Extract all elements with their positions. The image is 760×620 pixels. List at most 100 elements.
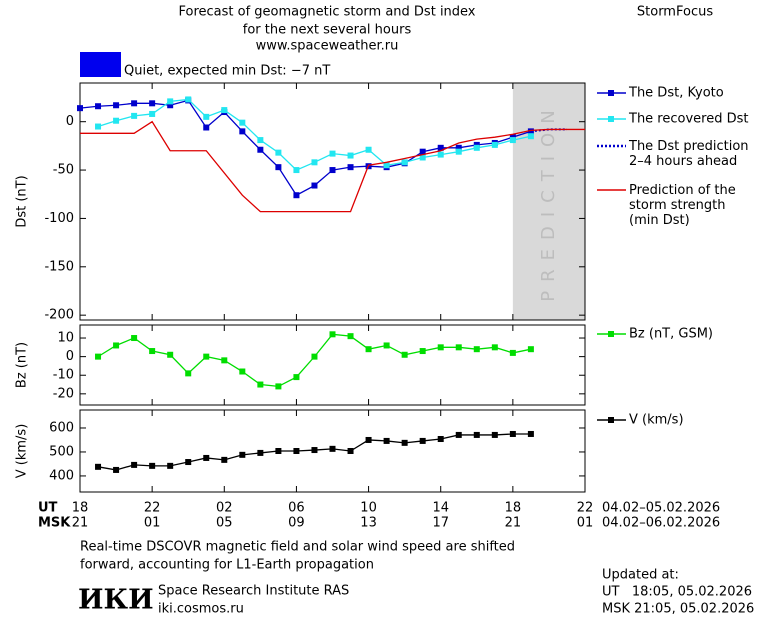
series-marker bbox=[491, 141, 498, 148]
series-marker bbox=[365, 146, 372, 153]
series-marker bbox=[167, 351, 174, 358]
series-marker bbox=[365, 346, 372, 353]
note: Real-time DSCOVR magnetic field and sola… bbox=[80, 540, 515, 555]
legend-marker bbox=[608, 417, 614, 423]
series-marker bbox=[473, 144, 480, 151]
series-marker bbox=[95, 103, 102, 110]
series-line bbox=[97, 333, 532, 388]
legend-label: The Dst prediction 2–4 hours ahead bbox=[628, 139, 749, 169]
updated: MSK 21:05, 05.02.2026 bbox=[602, 602, 754, 617]
series-marker bbox=[257, 137, 264, 144]
series-marker bbox=[437, 144, 444, 151]
series-marker bbox=[383, 342, 390, 349]
series-marker bbox=[329, 150, 336, 157]
series-marker bbox=[221, 107, 228, 114]
series-marker bbox=[347, 152, 354, 159]
y-axis-label: Dst (nT) bbox=[15, 175, 30, 227]
series-marker bbox=[419, 437, 426, 444]
y-tick-label: 500 bbox=[49, 444, 74, 459]
y-tick-label: 0 bbox=[66, 114, 74, 129]
x2-tick-label: 21 bbox=[72, 516, 89, 531]
series-marker bbox=[401, 439, 408, 446]
series-marker bbox=[257, 449, 264, 456]
series-marker bbox=[113, 102, 120, 109]
series-marker bbox=[257, 381, 264, 388]
legend-label: Prediction of the storm strength (min Dst) bbox=[629, 183, 736, 228]
x-tick-label: 02 bbox=[216, 501, 233, 516]
prediction-label: PREDICTION bbox=[538, 101, 559, 301]
series-marker bbox=[131, 461, 138, 468]
series-marker bbox=[455, 431, 462, 438]
series-marker bbox=[149, 100, 156, 107]
series-marker bbox=[311, 182, 318, 189]
series-marker bbox=[275, 383, 282, 390]
series-marker bbox=[257, 146, 264, 153]
note: forward, accounting for L1-Earth propaga… bbox=[80, 558, 374, 573]
series-marker bbox=[131, 112, 138, 119]
series-marker bbox=[275, 164, 282, 171]
y-tick-label: -50 bbox=[53, 163, 74, 178]
series-marker bbox=[221, 357, 228, 364]
series-marker bbox=[329, 167, 336, 174]
series-marker bbox=[347, 164, 354, 171]
series-marker bbox=[203, 124, 210, 131]
series-marker bbox=[185, 370, 192, 377]
y-tick-label: -10 bbox=[53, 368, 74, 383]
series-marker bbox=[437, 151, 444, 158]
title: Forecast of geomagnetic storm and Dst in… bbox=[178, 5, 475, 20]
y-tick-label: 0 bbox=[66, 349, 74, 364]
series-marker bbox=[455, 144, 462, 151]
prediction-region bbox=[512, 83, 585, 320]
series-marker bbox=[95, 463, 102, 470]
series-marker bbox=[113, 466, 120, 473]
updated: Updated at: bbox=[602, 568, 679, 583]
series-marker bbox=[275, 149, 282, 156]
series-marker bbox=[311, 353, 318, 360]
series-marker bbox=[527, 346, 534, 353]
x2-tick-label: 13 bbox=[360, 516, 377, 531]
series-marker bbox=[149, 110, 156, 117]
series-marker bbox=[347, 448, 354, 454]
series-marker bbox=[113, 117, 120, 124]
status: Quiet, expected min Dst: −7 nT bbox=[124, 64, 330, 79]
x-tick-label: 10 bbox=[360, 501, 377, 516]
x-tick-label: 22 bbox=[144, 501, 161, 516]
series-marker bbox=[203, 454, 210, 461]
series-marker bbox=[293, 374, 300, 381]
x-dates: 04.02–05.02.2026 bbox=[602, 501, 720, 516]
series-marker bbox=[185, 96, 192, 103]
legend-label: The recovered Dst bbox=[628, 112, 748, 127]
series-marker bbox=[239, 368, 246, 375]
x2-dates: 04.02–06.02.2026 bbox=[602, 516, 720, 531]
series-marker bbox=[509, 430, 516, 437]
x2-tick-label: 09 bbox=[288, 516, 305, 531]
series-marker bbox=[293, 167, 300, 174]
series-marker bbox=[419, 154, 426, 161]
series-marker bbox=[77, 105, 83, 112]
series-marker bbox=[149, 462, 156, 469]
x2-tick-label: 05 bbox=[216, 516, 233, 531]
series-marker bbox=[239, 451, 246, 458]
series-marker bbox=[329, 445, 336, 452]
brand: StormFocus bbox=[637, 5, 713, 20]
x-tick-label: 14 bbox=[432, 501, 449, 516]
series-marker bbox=[311, 159, 318, 166]
y-tick-label: 10 bbox=[57, 331, 74, 346]
series-marker bbox=[401, 159, 408, 166]
title: for the next several hours bbox=[243, 23, 412, 38]
plot-frame bbox=[79, 324, 586, 406]
x-axis-name: UT bbox=[38, 501, 58, 516]
series-marker bbox=[329, 331, 336, 338]
series-marker bbox=[95, 123, 102, 130]
series-marker bbox=[509, 137, 516, 144]
series-marker bbox=[527, 430, 534, 437]
series-marker bbox=[419, 148, 426, 155]
series-marker bbox=[491, 431, 498, 438]
x-tick-label: 06 bbox=[288, 501, 305, 516]
x2-tick-label: 21 bbox=[505, 516, 522, 531]
series-marker bbox=[293, 448, 300, 454]
legend-marker bbox=[608, 116, 614, 122]
series-marker bbox=[149, 348, 156, 355]
y-tick-label: 600 bbox=[49, 420, 74, 435]
series-marker bbox=[167, 102, 174, 109]
